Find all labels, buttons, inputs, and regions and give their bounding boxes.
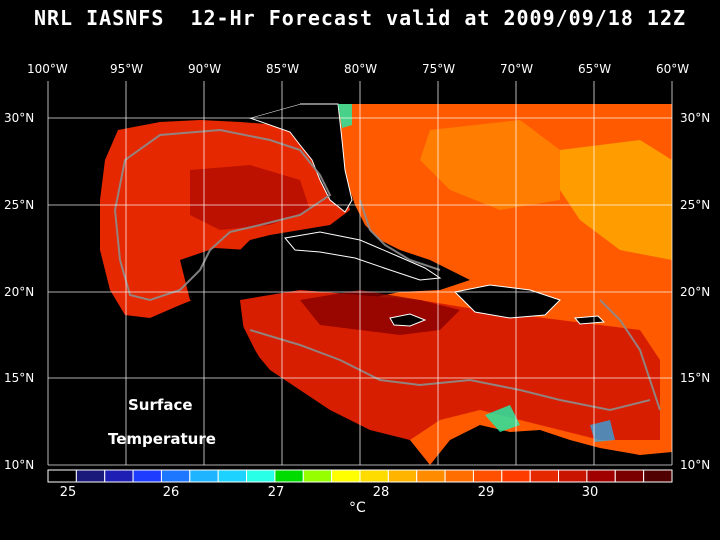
lon-label-75w: 75°W	[422, 62, 456, 76]
colorbar-tick-29: 29	[477, 485, 495, 500]
graticule	[47, 81, 673, 466]
atlantic-cool-patch-2	[420, 120, 560, 210]
lon-label-80w: 80°W	[344, 62, 378, 76]
colorbar-swatch	[75, 469, 106, 483]
florida-land	[248, 103, 353, 213]
colorbar-tick-26: 26	[162, 485, 180, 500]
colorbar-swatch	[359, 469, 389, 483]
colorbar-tick-27: 27	[267, 485, 285, 500]
colorbar-swatch	[643, 469, 673, 483]
colorbar-swatch	[246, 469, 276, 483]
map-label-surface: Surface	[128, 396, 193, 414]
puerto-rico-land	[574, 315, 606, 325]
colorbar-swatch	[501, 469, 531, 483]
upwelling-patch	[485, 405, 520, 432]
lat-label-25n-left: 25°N	[4, 198, 35, 212]
colorbar-swatch	[586, 469, 616, 483]
lat-label-30n-left: 30°N	[4, 111, 35, 125]
page-title: NRL IASNFS 12-Hr Forecast valid at 2009/…	[33, 6, 687, 30]
lon-label-60w: 60°W	[656, 62, 690, 76]
us-gulf-coast	[48, 81, 300, 305]
map-label-temperature: Temperature	[108, 430, 216, 448]
lat-label-15n-right: 15°N	[680, 371, 711, 385]
colorbar-swatch	[47, 469, 77, 483]
colorbar-swatch	[331, 469, 361, 483]
lon-label-70w: 70°W	[500, 62, 534, 76]
hispaniola-land	[453, 284, 561, 319]
lat-label-20n-left: 20°N	[4, 285, 35, 299]
colorbar-swatch	[160, 469, 191, 483]
colorbar-swatch	[274, 469, 304, 483]
upwelling-patch-2	[590, 420, 615, 442]
south-america-land	[430, 425, 672, 465]
colorbar-unit: °C	[349, 500, 366, 516]
lon-label-100w: 100°W	[27, 62, 68, 76]
cuba-land	[284, 231, 442, 281]
coastal-cool-patch	[338, 104, 352, 128]
jamaica-land	[389, 313, 427, 327]
lat-label-30n-right: 30°N	[680, 111, 711, 125]
yucatan-land	[180, 248, 260, 305]
colorbar-swatch	[132, 469, 162, 483]
lon-label-65w: 65°W	[578, 62, 612, 76]
colorbar-swatch	[416, 469, 446, 483]
lon-label-95w: 95°W	[110, 62, 144, 76]
isobath-contours	[113, 128, 661, 412]
colorbar-tick-25: 25	[59, 485, 77, 500]
colorbar-swatch	[472, 469, 503, 483]
lat-label-15n-left: 15°N	[4, 371, 35, 385]
colorbar-swatch	[558, 469, 588, 483]
colorbar-swatch	[189, 469, 219, 483]
colorbar-swatch	[529, 469, 560, 483]
colorbar-swatch	[444, 469, 474, 483]
colorbar-tick-28: 28	[372, 485, 390, 500]
caribbean-warm-core	[300, 290, 460, 335]
colorbar-swatch	[217, 469, 248, 483]
gulf-warm-core	[190, 165, 310, 230]
colorbar-swatch	[104, 469, 134, 483]
lat-label-20n-right: 20°N	[680, 285, 711, 299]
lat-label-25n-right: 25°N	[680, 198, 711, 212]
central-america-land	[48, 305, 420, 465]
atlantic-cool-patch	[560, 140, 672, 260]
lon-label-85w: 85°W	[266, 62, 300, 76]
lat-label-10n-left: 10°N	[4, 458, 35, 472]
colorbar-tick-30: 30	[581, 485, 599, 500]
colorbar	[47, 469, 673, 483]
colorbar-swatch	[614, 469, 645, 483]
colorbar-swatch	[387, 469, 418, 483]
lat-label-10n-right: 10°N	[680, 458, 711, 472]
colorbar-swatch	[302, 469, 333, 483]
lon-label-90w: 90°W	[188, 62, 222, 76]
